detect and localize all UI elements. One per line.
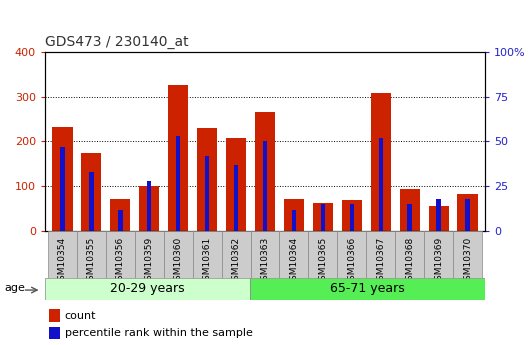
Bar (52, 127, 73, 231)
Bar (49, 309, 60, 322)
Text: GSM10364: GSM10364 (289, 237, 298, 286)
Bar (77, 231, 106, 278)
Bar (436, 199, 441, 231)
Bar (118, 210, 122, 231)
Text: GSM10368: GSM10368 (405, 237, 414, 286)
Bar (110, 199, 130, 231)
Bar (139, 186, 160, 231)
Bar (424, 231, 453, 278)
Text: count: count (65, 311, 96, 321)
Text: age: age (5, 283, 25, 293)
Bar (292, 210, 296, 231)
Bar (147, 181, 152, 231)
Bar (48, 231, 77, 278)
Bar (255, 112, 275, 231)
Bar (395, 231, 424, 278)
Text: GSM10370: GSM10370 (463, 237, 472, 286)
Bar (222, 231, 251, 278)
Text: GSM10367: GSM10367 (376, 237, 385, 286)
Text: GSM10366: GSM10366 (347, 237, 356, 286)
Bar (308, 231, 338, 278)
Bar (263, 141, 267, 231)
Bar (81, 152, 101, 231)
Text: 20-29 years: 20-29 years (110, 283, 185, 295)
Text: GSM10356: GSM10356 (116, 237, 125, 286)
Bar (49, 327, 60, 339)
Bar (164, 231, 192, 278)
Bar (45, 278, 250, 300)
Text: GSM10355: GSM10355 (87, 237, 96, 286)
Bar (197, 128, 217, 231)
Bar (350, 204, 354, 231)
Bar (192, 231, 222, 278)
Bar (366, 231, 395, 278)
Bar (168, 85, 188, 231)
Text: GSM10363: GSM10363 (261, 237, 269, 286)
Bar (251, 231, 279, 278)
Bar (106, 231, 135, 278)
Text: GSM10365: GSM10365 (319, 237, 328, 286)
Bar (284, 199, 304, 231)
Text: GSM10362: GSM10362 (232, 237, 241, 286)
Bar (457, 194, 478, 231)
Bar (465, 199, 470, 231)
Bar (205, 156, 209, 231)
Bar (279, 231, 308, 278)
Bar (400, 188, 420, 231)
Text: GSM10369: GSM10369 (434, 237, 443, 286)
Bar (342, 200, 362, 231)
Text: GSM10360: GSM10360 (174, 237, 183, 286)
Bar (60, 147, 65, 231)
Text: percentile rank within the sample: percentile rank within the sample (65, 328, 253, 338)
Bar (89, 172, 94, 231)
Bar (370, 93, 391, 231)
Text: GDS473 / 230140_at: GDS473 / 230140_at (45, 35, 189, 49)
Bar (250, 278, 485, 300)
Bar (321, 204, 325, 231)
Bar (338, 231, 366, 278)
Bar (453, 231, 482, 278)
Bar (408, 204, 412, 231)
Text: GSM10361: GSM10361 (202, 237, 211, 286)
Bar (234, 165, 238, 231)
Bar (378, 138, 383, 231)
Bar (313, 203, 333, 231)
Bar (429, 206, 449, 231)
Text: GSM10354: GSM10354 (58, 237, 67, 286)
Bar (176, 136, 180, 231)
Text: 65-71 years: 65-71 years (330, 283, 405, 295)
Text: GSM10359: GSM10359 (145, 237, 154, 286)
Bar (135, 231, 164, 278)
Bar (226, 138, 246, 231)
